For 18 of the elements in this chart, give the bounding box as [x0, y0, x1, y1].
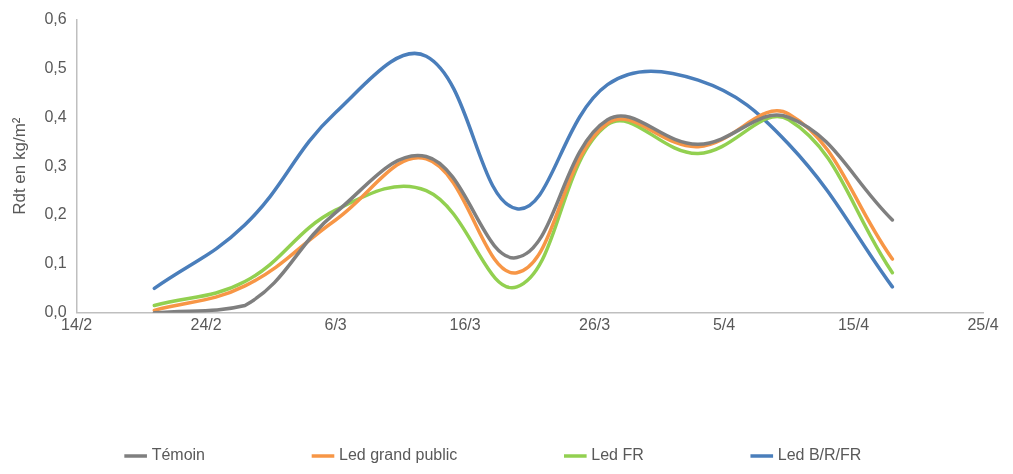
legend-label: Led B/R/FR [777, 446, 862, 464]
x-tick-label: 15/4 [837, 315, 870, 333]
y-tick-label: 0,3 [44, 156, 67, 174]
y-tick-label: 0,1 [44, 254, 67, 272]
x-tick-label: 16/3 [449, 315, 481, 333]
y-tick-label: 0,2 [44, 205, 67, 223]
y-axis-title: Rdt en kg/m² [9, 117, 29, 215]
y-tick-label: 0,4 [44, 107, 67, 125]
x-tick-label: 26/3 [578, 315, 611, 333]
legend-label: Led grand public [338, 446, 458, 464]
y-tick-label: 0,6 [44, 10, 67, 28]
legend-label: Led FR [591, 446, 644, 464]
x-tick-label: 6/3 [324, 315, 347, 333]
x-tick-label: 5/4 [712, 315, 736, 333]
x-tick-label: 25/4 [967, 315, 999, 333]
legend-label: Témoin [151, 446, 205, 464]
y-tick-label: 0,5 [44, 58, 67, 76]
x-tick-label: 24/2 [190, 315, 222, 333]
